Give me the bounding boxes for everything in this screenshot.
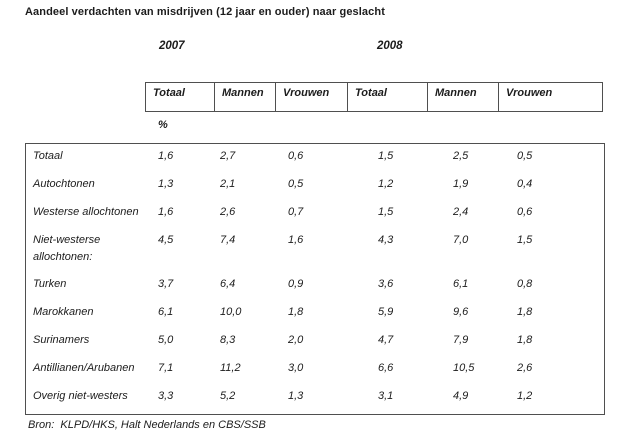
cell-value: 1,6 — [158, 206, 174, 218]
cell-value: 6,1 — [158, 306, 174, 318]
cell-value: 10,0 — [220, 306, 242, 318]
cell-value: 9,6 — [453, 306, 469, 318]
table-row: Antillianen/Arubanen 7,1 11,2 3,0 6,6 10,5 2,6 — [26, 360, 604, 388]
cell-value: 3,1 — [378, 390, 394, 402]
cell-value: 1,3 — [158, 178, 174, 190]
cell-value: 3,3 — [158, 390, 174, 402]
year-header-2007: 2007 — [159, 40, 185, 52]
cell-value: 1,5 — [378, 150, 394, 162]
cell-value: 0,4 — [517, 178, 533, 190]
row-label: Antillianen/Arubanen — [33, 362, 135, 374]
table-row: Marokkanen 6,1 10,0 1,8 5,9 9,6 1,8 — [26, 304, 604, 332]
column-header-mannen-2008: Mannen — [427, 82, 499, 112]
cell-value: 0,5 — [517, 150, 533, 162]
cell-value: 1,8 — [517, 334, 533, 346]
cell-value: 3,7 — [158, 278, 174, 290]
cell-value: 0,8 — [517, 278, 533, 290]
cell-value: 7,0 — [453, 234, 469, 246]
table-row: Turken 3,7 6,4 0,9 3,6 6,1 0,8 — [26, 276, 604, 304]
cell-value: 1,3 — [288, 390, 304, 402]
unit-label: % — [158, 119, 168, 131]
cell-value: 1,5 — [378, 206, 394, 218]
cell-value: 1,6 — [158, 150, 174, 162]
cell-value: 7,4 — [220, 234, 236, 246]
cell-value: 4,3 — [378, 234, 394, 246]
column-header-vrouwen-2007: Vrouwen — [275, 82, 348, 112]
row-label: Autochtonen — [33, 178, 95, 190]
row-label: Westerse allochtonen — [33, 206, 139, 218]
cell-value: 2,6 — [517, 362, 533, 374]
row-label: Surinamers — [33, 334, 90, 346]
table-row: Totaal 1,6 2,7 0,6 1,5 2,5 0,5 — [26, 148, 604, 176]
data-table: Totaal 1,6 2,7 0,6 1,5 2,5 0,5 Autochtonen 1,3 2,… — [25, 143, 605, 415]
cell-value: 3,0 — [288, 362, 304, 374]
cell-value: 1,6 — [288, 234, 304, 246]
row-label: Turken — [33, 278, 67, 290]
cell-value: 11,2 — [220, 362, 241, 374]
cell-value: 0,6 — [288, 150, 304, 162]
cell-value: 2,7 — [220, 150, 236, 162]
cell-value: 1,2 — [517, 390, 533, 402]
cell-value: 1,9 — [453, 178, 469, 190]
cell-value: 0,5 — [288, 178, 304, 190]
row-label: Niet-westerse allochtonen: — [33, 234, 101, 263]
cell-value: 6,6 — [378, 362, 394, 374]
cell-value: 4,5 — [158, 234, 174, 246]
table-row: Niet-westerse allochtonen: 4,5 7,4 1,6 4,3 7,… — [26, 232, 604, 276]
cell-value: 6,4 — [220, 278, 236, 290]
column-header-totaal-2007: Totaal — [145, 82, 215, 112]
table-row: Autochtonen 1,3 2,1 0,5 1,2 1,9 0,4 — [26, 176, 604, 204]
row-label: Overig niet-westers — [33, 390, 128, 402]
cell-value: 4,7 — [378, 334, 394, 346]
source-note: Bron: KLPD/HKS, Halt Nederlands en CBS/S… — [28, 419, 266, 431]
table-row: Westerse allochtonen 1,6 2,6 0,7 1,5 2,4 0,6 — [26, 204, 604, 232]
cell-value: 5,2 — [220, 390, 236, 402]
table-row: Surinamers 5,0 8,3 2,0 4,7 7,9 1,8 — [26, 332, 604, 360]
column-header-vrouwen-2008: Vrouwen — [498, 82, 603, 112]
cell-value: 3,6 — [378, 278, 394, 290]
column-header-mannen-2007: Mannen — [214, 82, 276, 112]
cell-value: 4,9 — [453, 390, 469, 402]
cell-value: 2,0 — [288, 334, 304, 346]
cell-value: 1,2 — [378, 178, 394, 190]
cell-value: 1,8 — [288, 306, 304, 318]
cell-value: 2,1 — [220, 178, 236, 190]
cell-value: 2,4 — [453, 206, 469, 218]
year-header-2008: 2008 — [377, 40, 403, 52]
column-header-totaal-2008: Totaal — [347, 82, 428, 112]
cell-value: 2,5 — [453, 150, 469, 162]
page-title: Aandeel verdachten van misdrijven (12 ja… — [25, 6, 385, 18]
row-label: Marokkanen — [33, 306, 94, 318]
cell-value: 0,6 — [517, 206, 533, 218]
cell-value: 7,9 — [453, 334, 469, 346]
table-row: Overig niet-westers 3,3 5,2 1,3 3,1 4,9 1,2 — [26, 388, 604, 416]
cell-value: 5,9 — [378, 306, 394, 318]
cell-value: 7,1 — [158, 362, 174, 374]
cell-value: 1,8 — [517, 306, 533, 318]
cell-value: 5,0 — [158, 334, 174, 346]
cell-value: 2,6 — [220, 206, 236, 218]
cell-value: 6,1 — [453, 278, 469, 290]
cell-value: 10,5 — [453, 362, 475, 374]
cell-value: 1,5 — [517, 234, 533, 246]
cell-value: 0,7 — [288, 206, 304, 218]
cell-value: 0,9 — [288, 278, 304, 290]
cell-value: 8,3 — [220, 334, 236, 346]
row-label: Totaal — [33, 150, 63, 162]
